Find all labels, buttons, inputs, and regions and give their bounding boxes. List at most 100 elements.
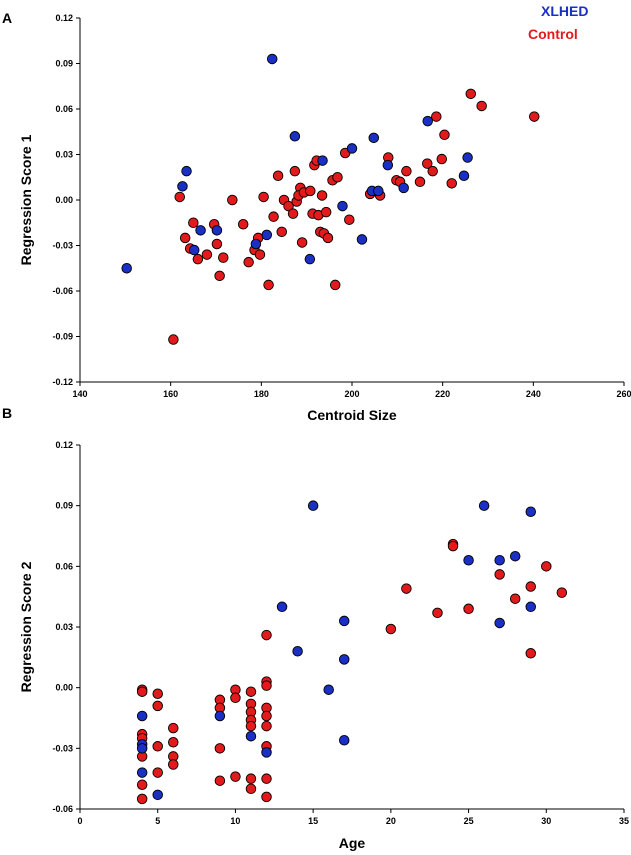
data-point-xlhed [398,182,409,194]
x-tick-label: 30 [541,816,551,826]
x-tick-label: 10 [230,816,240,826]
data-point-xlhed [373,185,384,197]
data-point-control [401,165,412,177]
data-point-xlhed [525,601,536,613]
data-point-control [152,700,163,712]
data-point-xlhed [337,200,348,212]
legend-entry-control: Control [528,26,578,42]
data-point-xlhed [356,234,368,245]
data-point-control [261,629,272,641]
data-point-control [305,185,316,197]
data-point-control [261,710,272,722]
data-point-control [230,771,241,782]
data-point-control [136,779,148,790]
data-point-xlhed [152,789,163,801]
data-point-xlhed [338,615,350,627]
data-point-control [276,226,287,238]
data-point-xlhed [307,500,319,511]
panel-label-b: B [2,405,12,421]
data-point-control [136,686,148,697]
scatter-plot-a: 140 160 180 200 220 240 260 -0.12 -0.09 -0.06 -0.0… [18,13,631,423]
y-tick-label: 0.00 [55,195,73,205]
y-axis-title: Regression Score 2 [18,561,34,692]
data-point-control [227,194,238,206]
data-point-xlhed [382,159,394,171]
data-point-control [296,237,308,248]
data-point-control [211,238,223,250]
data-point-control [245,773,257,784]
data-point-control [261,680,272,691]
x-tick-label: 180 [254,389,269,399]
data-point-control [316,190,328,201]
y-tick-label: 0.09 [55,501,73,511]
data-point-control [152,688,163,699]
x-tick-label: 220 [435,389,450,399]
data-point-xlhed [338,654,350,665]
data-point-control [446,178,457,189]
data-point-control [245,686,257,697]
y-tick-label: 0.03 [55,622,73,632]
data-point-control [431,111,442,122]
data-point-xlhed [463,555,474,566]
data-point-xlhed [276,601,288,613]
data-point-control [439,129,450,141]
data-point-control [261,791,272,803]
data-point-xlhed [266,53,278,65]
data-point-control [258,191,269,203]
data-point-control [192,253,204,265]
data-point-control [427,165,438,177]
data-point-control [214,743,226,754]
data-point-xlhed [346,143,358,154]
data-point-control [332,171,343,183]
data-point-control [261,773,272,784]
data-point-control [528,111,540,122]
data-point-control [168,737,179,748]
x-axis-title: Age [339,835,366,851]
data-point-control [463,603,474,615]
data-point-control [289,165,301,177]
x-tick-label: 20 [386,816,396,826]
data-point-control [509,593,521,604]
data-point-xlhed [368,132,380,144]
data-point-xlhed [261,747,272,758]
data-point-control [436,153,448,165]
y-tick-label: -0.12 [52,377,73,387]
y-tick-label: 0.12 [55,440,73,450]
data-point-control [179,232,191,244]
y-tick-label: 0.00 [55,683,73,693]
data-point-control [263,279,274,291]
x-tick-label: 15 [308,816,318,826]
data-point-control [245,720,257,732]
x-tick-label: 35 [619,816,629,826]
data-point-xlhed [458,170,470,181]
data-point-control [541,561,552,572]
data-point-control [329,279,341,291]
data-point-xlhed [181,165,192,177]
data-point-control [174,191,185,203]
data-point-control [245,783,257,795]
data-point-xlhed [338,734,350,746]
data-point-xlhed [494,617,505,629]
data-point-control [322,232,334,244]
data-point-control [272,170,284,181]
data-point-control [494,569,505,580]
data-point-control [214,775,226,786]
data-point-xlhed [136,710,148,722]
data-point-control [447,540,459,552]
data-point-control [556,587,568,598]
data-point-control [465,88,477,100]
data-point-xlhed [462,152,473,163]
data-point-xlhed [509,550,521,562]
data-point-control [268,211,279,222]
data-point-control [168,759,179,770]
data-point-control [230,692,241,704]
y-tick-label: -0.06 [52,286,73,296]
data-point-xlhed [317,155,328,166]
data-point-control [254,249,266,260]
x-tick-label: 200 [344,389,359,399]
data-point-xlhed [136,767,148,778]
data-point-xlhed [211,225,223,236]
data-point-xlhed [121,263,132,274]
x-tick-label: 5 [155,816,160,826]
y-tick-label: 0.06 [55,561,73,571]
